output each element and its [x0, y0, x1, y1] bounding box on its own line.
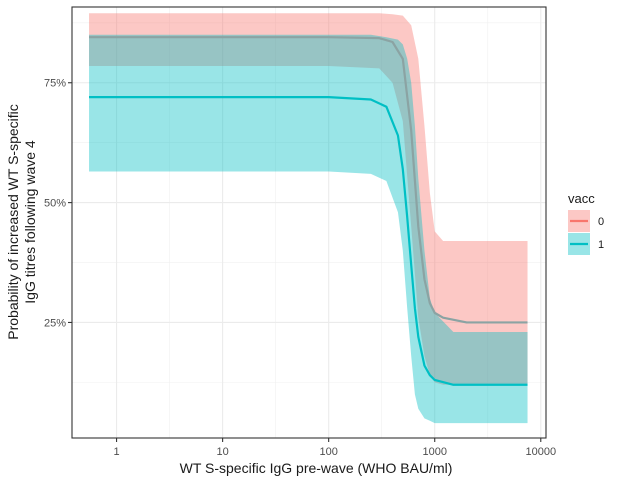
y-tick-label: 75%	[44, 78, 66, 90]
x-tick-label: 1	[114, 446, 120, 458]
line-vacc-0	[89, 36, 528, 324]
legend-label-vacc-1: 1	[598, 239, 604, 251]
x-tick-label: 10	[216, 446, 228, 458]
panel-background	[72, 7, 546, 438]
panel-border	[71, 6, 547, 439]
x-tick-label: 1000	[422, 446, 446, 458]
y-axis-title-line-1: Probability of increased WT S-specific	[5, 104, 21, 340]
ribbon-vacc-0	[89, 13, 528, 385]
axes: WT S-specific IgG pre-wave (WHO BAU/ml) …	[5, 78, 556, 476]
y-tick-label: 50%	[44, 198, 66, 210]
line-vacc-1	[89, 96, 528, 386]
legend-label-vacc-0: 0	[598, 216, 604, 228]
legend-title: vacc	[568, 191, 595, 206]
legend: vacc 0 1	[568, 191, 604, 255]
y-axis-title-line-2: IgG titres following wave 4	[22, 140, 38, 304]
y-tick-label: 25%	[44, 317, 66, 329]
plot-panel	[71, 6, 547, 439]
x-tick-label: 10000	[525, 446, 556, 458]
x-tick-label: 100	[319, 446, 337, 458]
x-axis-title: WT S-specific IgG pre-wave (WHO BAU/ml)	[180, 460, 453, 476]
